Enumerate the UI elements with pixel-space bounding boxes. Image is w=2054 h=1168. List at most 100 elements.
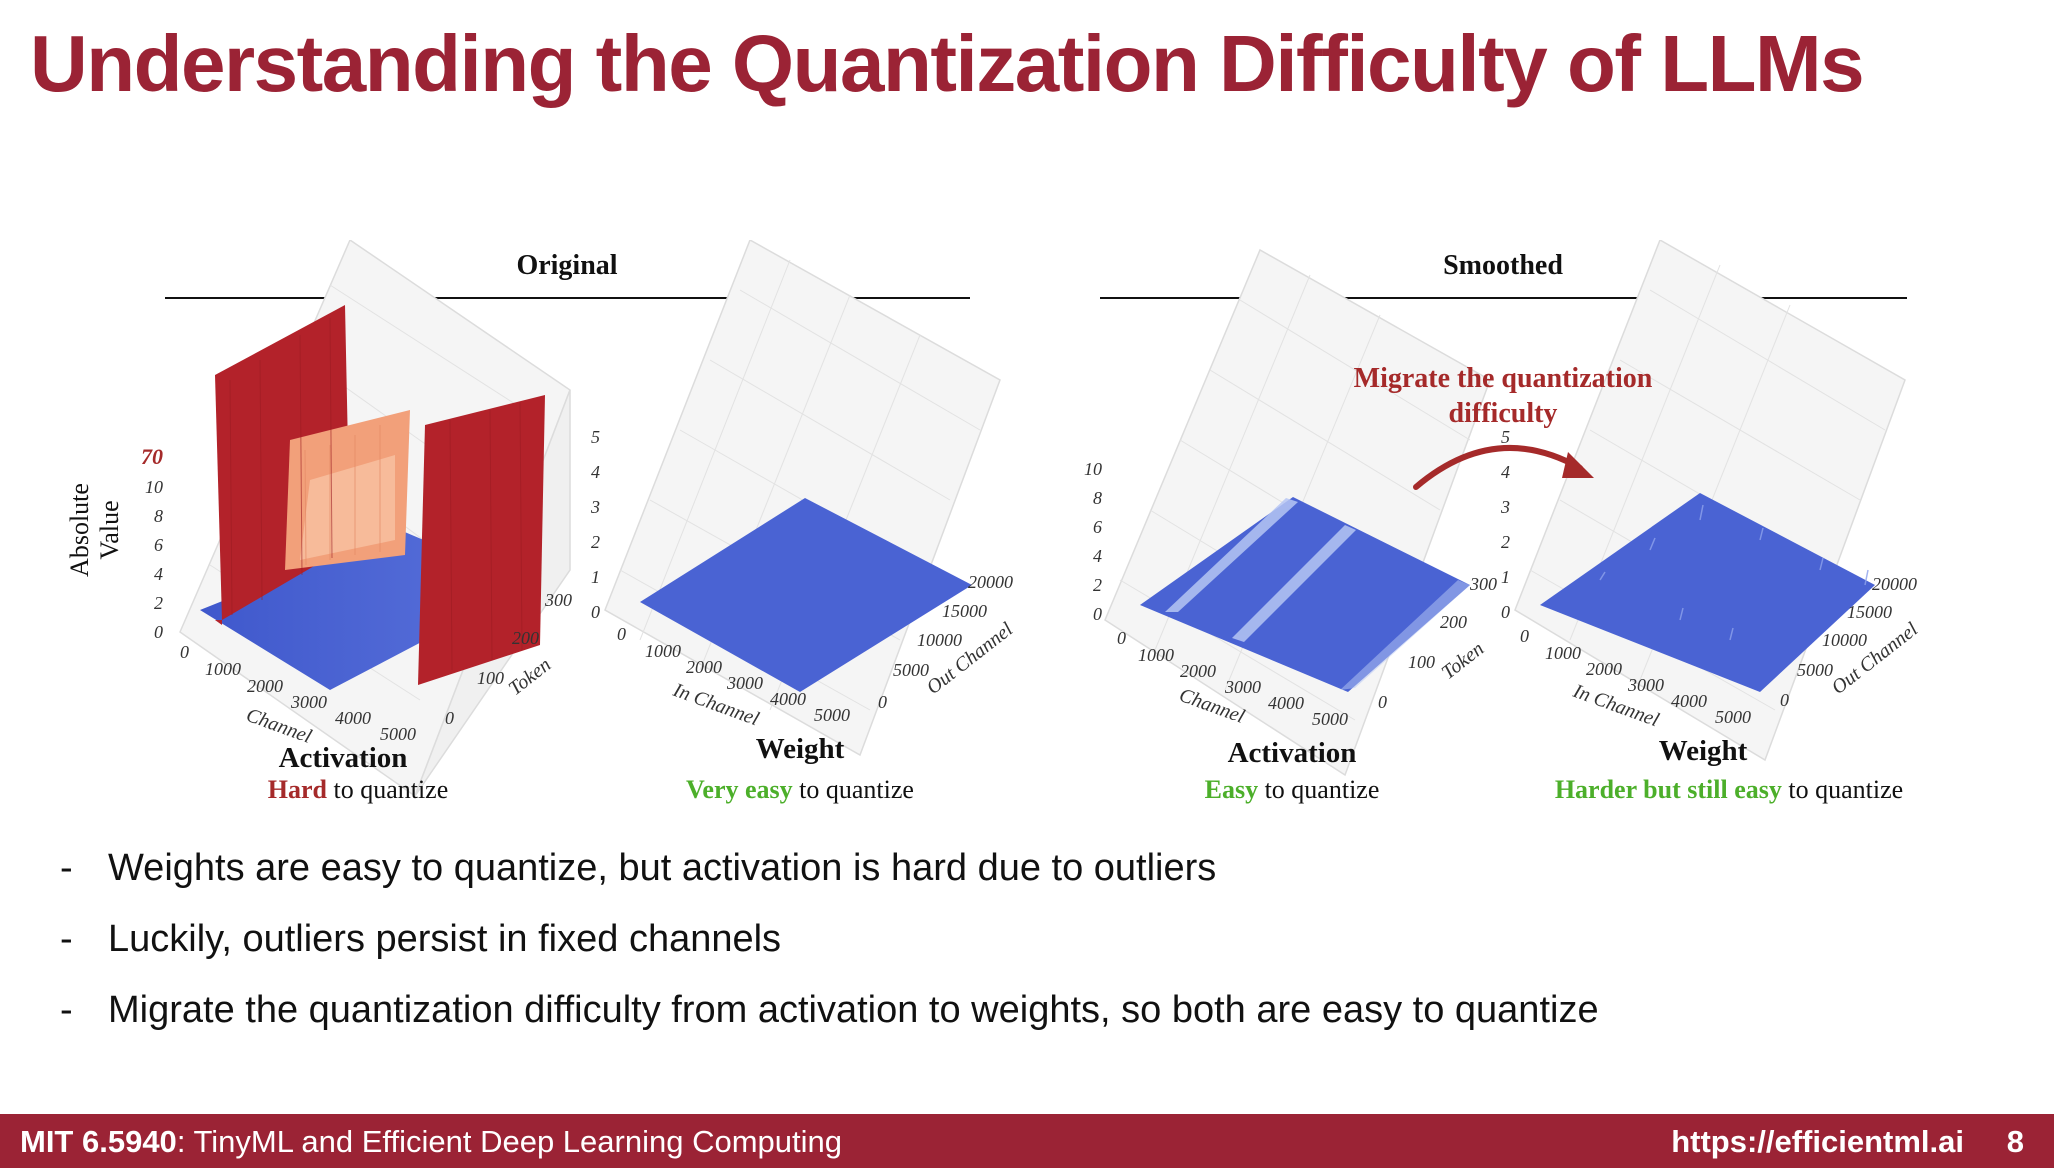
migrate-annotation-line2: difficulty: [1449, 398, 1558, 429]
footer-url-link[interactable]: https://efficientml.ai: [1671, 1124, 1964, 1159]
bullet-marker: -: [60, 847, 73, 889]
smoothed-channel-ridges: [1165, 498, 1470, 690]
x-tick: 4000: [335, 708, 371, 728]
slide-title: Understanding the Quantization Difficult…: [30, 19, 1865, 108]
panel-original-activation: Absolute Value 0 2 4 6 8 10 70 0 1000 20…: [65, 240, 572, 804]
bullet-text: Migrate the quantization difficulty from…: [108, 989, 1599, 1031]
bullet-item: - Luckily, outliers persist in fixed chan…: [60, 917, 1599, 988]
z-tick: 4: [1093, 546, 1102, 566]
caption-highlight: Easy: [1205, 775, 1258, 804]
weight-surface: [640, 498, 972, 692]
bullet-list: - Weights are easy to quantize, but activ…: [60, 846, 1599, 1059]
x-tick: 0: [617, 624, 626, 644]
panel-smoothed-activation: 0 2 4 6 8 10 0 1000 2000 3000 4000 5000 …: [1084, 248, 1497, 804]
x-tick: 2000: [247, 676, 283, 696]
y-axis-label: Token: [1438, 638, 1489, 684]
z-tick-outlier: 70: [141, 444, 163, 469]
bullet-marker: -: [60, 989, 73, 1031]
y-tick: 300: [544, 590, 572, 610]
z-tick: 3: [1500, 497, 1510, 517]
panel-caption: Easy to quantize: [1205, 775, 1380, 804]
y-tick: 200: [1440, 612, 1467, 632]
x-tick: 0: [1520, 626, 1529, 646]
panel-smoothed-weight: 0 1 2 3 4 5 0 1000 2000 3000 4000 5000 I…: [1500, 240, 1922, 804]
y-tick: 100: [477, 668, 504, 688]
page-number: 8: [2006, 1124, 2024, 1159]
x-tick: 3000: [1224, 677, 1261, 697]
bullet-text: Weights are easy to quantize, but activa…: [108, 847, 1217, 889]
x-tick: 2000: [686, 657, 722, 677]
migrate-annotation-line1: Migrate the quantization: [1354, 363, 1653, 394]
x-tick: 1000: [205, 659, 241, 679]
z-tick: 6: [1093, 517, 1102, 537]
bullet-item: - Migrate the quantization difficulty fro…: [60, 988, 1599, 1059]
migrate-annotation: Migrate the quantization difficulty: [1354, 363, 1653, 490]
x-tick: 3000: [290, 692, 327, 712]
y-tick: 200: [512, 628, 539, 648]
x-tick: 4000: [1268, 693, 1304, 713]
z-tick: 0: [1501, 602, 1510, 622]
x-tick: 4000: [1671, 691, 1707, 711]
z-tick: 2: [154, 593, 163, 613]
y-tick: 15000: [942, 601, 987, 621]
x-tick: 5000: [1312, 709, 1348, 729]
z-tick: 8: [154, 506, 163, 526]
y-tick: 15000: [1847, 602, 1892, 622]
x-tick: 3000: [1627, 675, 1664, 695]
z-tick: 0: [591, 602, 600, 622]
caption-rest: to quantize: [327, 775, 448, 804]
y-tick: 300: [1469, 574, 1497, 594]
caption-highlight: Hard: [268, 775, 328, 804]
z-tick: 5: [1501, 427, 1510, 447]
bullet-marker: -: [60, 918, 73, 960]
x-tick: 3000: [726, 673, 763, 693]
z-tick: 2: [1501, 532, 1510, 552]
x-tick: 4000: [770, 689, 806, 709]
migrate-arrowhead-icon: [1562, 452, 1594, 478]
activation-surface: [1140, 497, 1470, 692]
x-tick: 5000: [1715, 707, 1751, 727]
group-title-original: Original: [516, 250, 617, 281]
z-tick: 4: [591, 462, 600, 482]
weight-surface: [1540, 493, 1875, 692]
bullet-text: Luckily, outliers persist in fixed chann…: [108, 918, 782, 960]
z-tick: 3: [590, 497, 600, 517]
y-tick: 20000: [968, 572, 1013, 592]
quantization-figure: Original Smoothed: [65, 240, 1922, 804]
y-tick: 5000: [893, 660, 929, 680]
caption-highlight: Harder but still easy: [1555, 775, 1782, 804]
footer-course-name: : TinyML and Efficient Deep Learning Com…: [176, 1124, 842, 1159]
y-tick: 0: [1378, 692, 1387, 712]
y-tick: 0: [445, 708, 454, 728]
x-tick: 5000: [380, 724, 416, 744]
panel-label: Activation: [1228, 737, 1357, 769]
panel-original-weight: 0 1 2 3 4 5 0 1000 2000 3000 4000 5000 I…: [590, 240, 1017, 804]
y-tick: 0: [878, 692, 887, 712]
z-tick: 0: [154, 622, 163, 642]
z-axis-label-line1: Absolute: [65, 483, 94, 577]
z-tick: 0: [1093, 604, 1102, 624]
z-tick: 4: [154, 564, 163, 584]
outlier-channels: [215, 305, 545, 685]
z-tick: 2: [591, 532, 600, 552]
footer-bar: MIT 6.5940: TinyML and Efficient Deep Le…: [0, 1114, 2054, 1168]
y-tick: 10000: [917, 630, 962, 650]
y-tick: 0: [1780, 690, 1789, 710]
y-tick: 5000: [1797, 660, 1833, 680]
z-axis-label-line2: Value: [95, 500, 124, 559]
z-tick: 1: [591, 567, 600, 587]
x-tick: 1000: [1545, 643, 1581, 663]
footer-course-code: MIT 6.5940: [20, 1124, 177, 1159]
z-tick: 1: [1501, 567, 1510, 587]
z-tick: 10: [145, 477, 163, 497]
z-tick: 6: [154, 535, 163, 555]
z-tick: 2: [1093, 575, 1102, 595]
panel-caption: Hard to quantize: [268, 775, 449, 804]
caption-rest: to quantize: [1782, 775, 1903, 804]
footer-course: MIT 6.5940: TinyML and Efficient Deep Le…: [20, 1124, 842, 1160]
panel-label: Activation: [279, 742, 408, 774]
x-tick: 5000: [814, 705, 850, 725]
x-tick: 0: [180, 642, 189, 662]
z-tick: 5: [591, 427, 600, 447]
caption-highlight: Very easy: [686, 775, 793, 804]
